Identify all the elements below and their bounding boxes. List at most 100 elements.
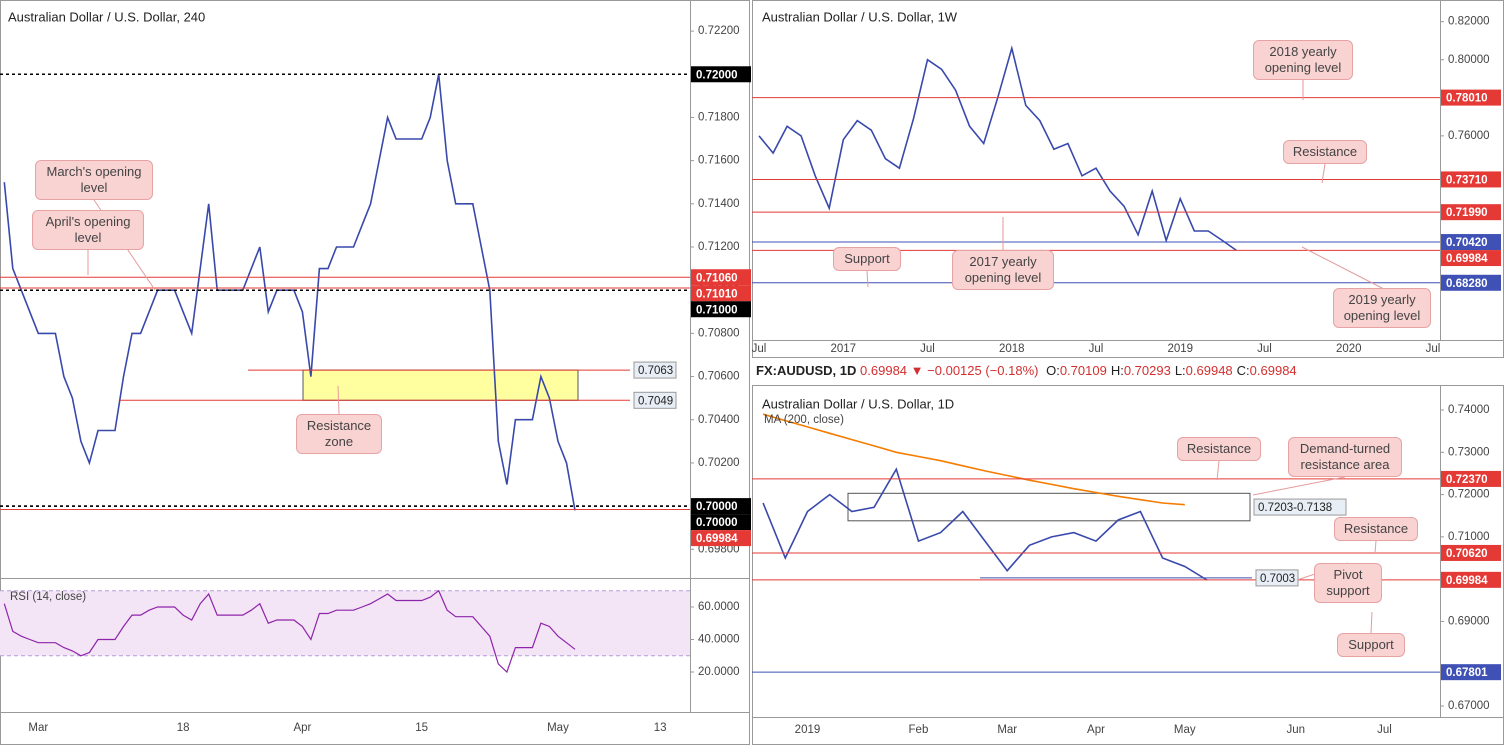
level-label-box — [1441, 171, 1501, 188]
level-label-box — [1441, 470, 1501, 487]
level-label-box — [1441, 664, 1501, 681]
callout-pointer — [1216, 460, 1220, 481]
y-tick-label: 0.80000 — [1448, 54, 1490, 66]
level-label: 0.70420 — [1446, 237, 1488, 249]
callout: Resistance zone — [296, 414, 382, 454]
callout-pointer — [1252, 476, 1346, 496]
x-tick-label: 2019 — [795, 724, 821, 736]
level-label: 0.67801 — [1446, 667, 1488, 679]
y-tick-label: 0.72200 — [698, 25, 740, 37]
x-tick-label: Mar — [997, 724, 1017, 736]
y-tick-label: 0.82000 — [1448, 16, 1490, 28]
chart-title: Australian Dollar / U.S. Dollar, 1D — [762, 396, 954, 411]
level-label: 0.70000 — [696, 501, 738, 513]
info-bar: FX:AUDUSD, 1D 0.69984 ▼ −0.00125 (−0.18%… — [756, 363, 1297, 378]
y-tick-label: 0.69000 — [1448, 615, 1490, 627]
level-label-box — [691, 269, 751, 286]
price-line — [762, 413, 1185, 506]
level-label: 0.73710 — [1446, 174, 1488, 186]
y-tick-label: 0.71200 — [698, 241, 740, 253]
y-tick-label: 0.70200 — [698, 457, 740, 469]
level-tag-box — [633, 391, 677, 409]
x-tick-label: Apr — [293, 722, 311, 734]
level-tag-box — [1255, 569, 1299, 587]
y-tick-label: 0.71000 — [1448, 531, 1490, 543]
ohlc-value: 0.69948 — [1185, 363, 1233, 378]
symbol: FX:AUDUSD, 1D — [756, 363, 857, 378]
chart-title: Australian Dollar / U.S. Dollar, 1W — [762, 9, 958, 24]
ohlc-label: H: — [1110, 363, 1124, 378]
callout: Resistance — [1334, 517, 1418, 541]
x-tick-label: 15 — [415, 722, 428, 734]
level-label: 0.71990 — [1446, 207, 1488, 219]
callout: Support — [833, 247, 901, 271]
ohlc-value: 0.69984 — [1249, 363, 1297, 378]
legend-label: MA (200, close) — [764, 414, 844, 426]
price-line — [3, 74, 576, 511]
y-tick-label: 0.72000 — [1448, 489, 1490, 501]
y-tick-label: 0.70400 — [698, 414, 740, 426]
level-label: 0.78010 — [1446, 93, 1488, 105]
level-label-box — [1441, 89, 1501, 106]
y-tick-label: 0.67000 — [1448, 700, 1490, 712]
level-label: 0.72370 — [1446, 474, 1488, 486]
y-tick-label: 40.0000 — [698, 634, 740, 646]
ohlc-value: 0.70109 — [1059, 363, 1107, 378]
level-label-box — [1441, 544, 1501, 561]
level-label: 0.69984 — [696, 533, 738, 545]
callout: Demand-turned resistance area — [1288, 437, 1402, 477]
level-tag: 0.7063 — [638, 365, 673, 377]
x-tick-label: Jul — [1377, 724, 1392, 736]
y-tick-label: 0.74000 — [1448, 404, 1490, 416]
level-label: 0.70000 — [696, 517, 738, 529]
x-tick-label: Jul — [1257, 343, 1272, 355]
level-label-box — [691, 301, 751, 318]
y-tick-label: 0.69800 — [698, 543, 740, 555]
level-label: 0.68280 — [1446, 278, 1488, 290]
y-tick-label: 0.71400 — [698, 198, 740, 210]
level-label-box — [691, 514, 751, 531]
level-label: 0.72000 — [696, 69, 738, 81]
level-label-box — [1441, 204, 1501, 221]
level-label-box — [1441, 250, 1501, 267]
x-tick-label: 2018 — [999, 343, 1025, 355]
callout: Support — [1337, 633, 1405, 657]
x-tick-label: 18 — [177, 722, 190, 734]
callout: March's opening level — [35, 160, 153, 200]
x-tick-label: Apr — [1087, 724, 1105, 736]
y-tick-label: 0.73000 — [1448, 446, 1490, 458]
callout: 2017 yearly opening level — [952, 250, 1054, 290]
ohlc-label: C: — [1236, 363, 1250, 378]
level-label-box — [1441, 274, 1501, 291]
level-tag-box — [633, 361, 677, 379]
x-tick-label: 2020 — [1336, 343, 1362, 355]
price-line — [758, 45, 1237, 252]
ohlc: O:0.70109 H:0.70293 L:0.69948 C:0.69984 — [1042, 363, 1297, 378]
level-label: 0.71000 — [696, 304, 738, 316]
y-tick-label: 60.0000 — [698, 601, 740, 613]
change-arrow: ▼ — [910, 363, 924, 378]
callout-pointer — [866, 270, 869, 288]
rsi-band — [0, 590, 690, 656]
level-label-box — [691, 530, 751, 547]
level-label-box — [1441, 234, 1501, 251]
x-tick-label: 13 — [654, 722, 667, 734]
level-label-box — [691, 66, 751, 83]
y-tick-label: 0.70600 — [698, 371, 740, 383]
y-tick-label: 20.0000 — [698, 666, 740, 678]
y-tick-label: 0.71600 — [698, 155, 740, 167]
zone-label-box — [1253, 498, 1347, 516]
ohlc-label: O: — [1046, 363, 1060, 378]
callout: 2019 yearly opening level — [1333, 288, 1431, 328]
zone — [847, 492, 1251, 522]
y-tick-label: 0.70800 — [698, 327, 740, 339]
zone-label: 0.7203-0.7138 — [1258, 502, 1332, 514]
ohlc-label: L: — [1174, 363, 1186, 378]
level-label-box — [1441, 571, 1501, 588]
x-tick-label: Feb — [909, 724, 929, 736]
x-tick-label: May — [1174, 724, 1196, 736]
x-tick-label: Mar — [28, 722, 48, 734]
x-tick-label: Jul — [752, 343, 767, 355]
callout: Pivot support — [1314, 563, 1382, 603]
